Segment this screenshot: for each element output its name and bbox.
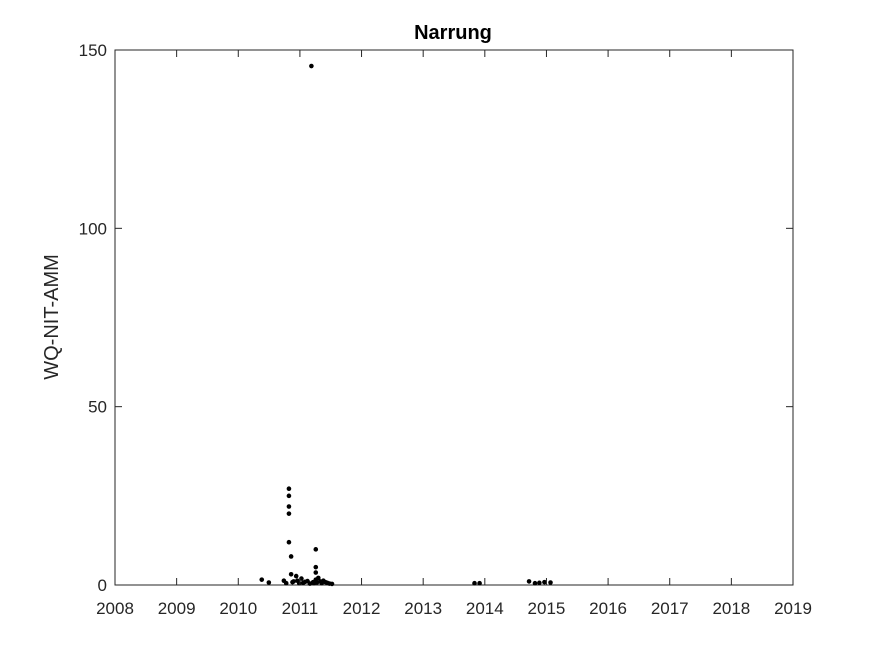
x-tick-label: 2013	[404, 599, 442, 618]
data-point	[291, 579, 296, 584]
data-point	[286, 486, 292, 492]
x-tick-label: 2019	[774, 599, 812, 618]
data-point	[472, 580, 477, 586]
data-point	[286, 539, 292, 545]
data-point	[329, 581, 335, 587]
data-point	[286, 493, 292, 499]
data-point	[477, 580, 482, 586]
x-tick-label: 2016	[589, 599, 627, 618]
data-point	[313, 547, 319, 552]
data-point	[288, 554, 294, 559]
plot-frame	[114, 49, 794, 586]
x-tick-label: 2017	[651, 599, 689, 618]
y-tick-label: 150	[79, 41, 107, 60]
x-tick-label: 2011	[282, 599, 319, 618]
data-point	[537, 580, 542, 586]
y-tick-label: 50	[88, 398, 107, 417]
data-point	[313, 564, 319, 570]
data-point	[532, 580, 538, 586]
plot-area	[114, 49, 794, 586]
y-tick-label: 100	[79, 219, 107, 238]
x-tick-label: 2010	[219, 599, 257, 618]
data-point	[526, 579, 532, 584]
data-points	[259, 63, 553, 587]
data-point	[293, 573, 299, 579]
data-point	[286, 511, 292, 516]
data-point	[542, 579, 547, 585]
chart-title: Narrung	[414, 22, 492, 44]
x-tick-label: 2008	[96, 599, 134, 618]
x-tick-label: 2009	[158, 599, 196, 618]
x-axis: 2008 2009 2010 2011 2012 2013 2014 2015 2016 2017…	[96, 50, 812, 618]
y-axis-label: WQ-NIT-AMM	[41, 254, 63, 380]
data-point	[316, 575, 321, 581]
data-point	[548, 580, 553, 585]
y-tick-label: 0	[98, 576, 107, 595]
data-point	[313, 570, 319, 575]
x-tick-label: 2015	[528, 599, 566, 618]
data-point	[288, 572, 294, 577]
data-point	[283, 580, 289, 586]
data-point	[286, 504, 292, 509]
data-point	[259, 577, 265, 582]
x-tick-label: 2018	[712, 599, 750, 618]
data-point	[309, 63, 314, 69]
y-axis: 0 50 100 150	[79, 41, 793, 595]
x-tick-label: 2012	[343, 599, 381, 618]
data-point	[266, 580, 272, 585]
data-point	[296, 580, 302, 586]
x-tick-label: 2014	[466, 599, 504, 618]
